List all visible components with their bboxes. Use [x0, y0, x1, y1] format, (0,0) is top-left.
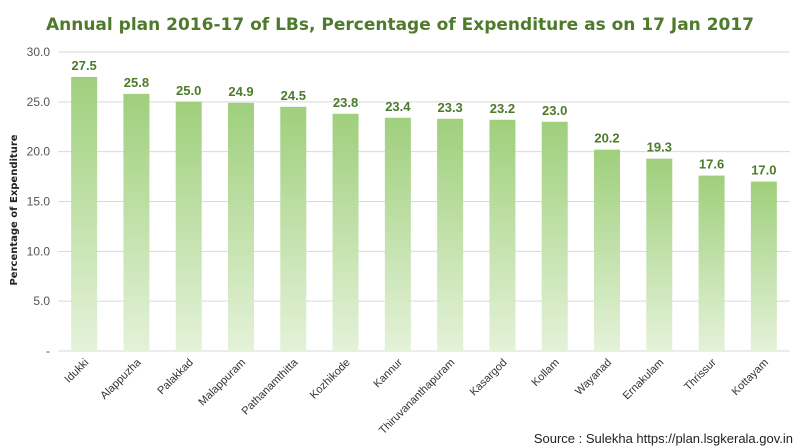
source-note: Source : Sulekha https://plan.lsgkerala.…: [534, 431, 793, 446]
data-label: 24.9: [228, 84, 253, 99]
x-tick-label: Malappuram: [196, 357, 248, 409]
bar: [750, 181, 777, 351]
x-tick-label: Idukki: [62, 357, 91, 386]
x-tick-label: Ernakulam: [621, 357, 667, 403]
bar: [646, 158, 673, 351]
x-tick-label: Alappuzha: [98, 356, 144, 402]
bar: [175, 101, 202, 351]
x-tick-label: Palakkad: [155, 357, 195, 397]
data-label: 23.2: [490, 101, 515, 116]
x-tick-label: Kannur: [371, 356, 405, 390]
data-label: 17.6: [699, 157, 724, 172]
bar: [384, 117, 411, 351]
y-tick-label: 10.0: [27, 244, 51, 258]
y-axis-label: Percentage of Expenditure: [9, 134, 20, 285]
data-label: 23.4: [385, 99, 411, 114]
x-tick-label: Kasargod: [468, 357, 510, 399]
x-tick-label: Kollam: [530, 357, 562, 389]
bar: [332, 113, 359, 351]
data-label: 20.2: [594, 131, 619, 146]
bar: [489, 119, 516, 351]
y-tick-label: 25.0: [27, 95, 51, 109]
y-tick-label: -: [46, 344, 50, 358]
chart-title: Annual plan 2016-17 of LBs, Percentage o…: [46, 15, 754, 35]
bar: [71, 76, 98, 352]
data-label: 25.0: [176, 83, 201, 98]
x-tick-label: Wayanad: [573, 357, 614, 398]
bar: [437, 118, 464, 351]
x-tick-label: Kozhikode: [308, 357, 353, 402]
bar: [228, 102, 254, 351]
bar: [123, 93, 150, 352]
data-label: 17.0: [751, 163, 776, 178]
data-label: 23.3: [437, 100, 462, 115]
data-label: 23.0: [542, 103, 567, 118]
y-tick-label: 5.0: [33, 294, 50, 308]
data-label: 25.8: [124, 75, 149, 90]
y-tick-label: 30.0: [27, 45, 51, 59]
x-tick-label: Pathanamthitta: [240, 356, 301, 417]
bar: [698, 175, 725, 351]
y-tick-label: 15.0: [27, 195, 51, 209]
data-label: 23.8: [333, 95, 358, 110]
x-tick-label: Thrissur: [682, 356, 719, 393]
data-label: 19.3: [647, 140, 672, 155]
data-label: 24.5: [281, 88, 306, 103]
x-tick-label: Kottayam: [730, 357, 771, 398]
data-label: 27.5: [71, 58, 96, 73]
bar: [594, 149, 620, 351]
bar: [280, 106, 307, 351]
y-tick-label: 20.0: [27, 145, 51, 159]
bar: [541, 121, 568, 352]
